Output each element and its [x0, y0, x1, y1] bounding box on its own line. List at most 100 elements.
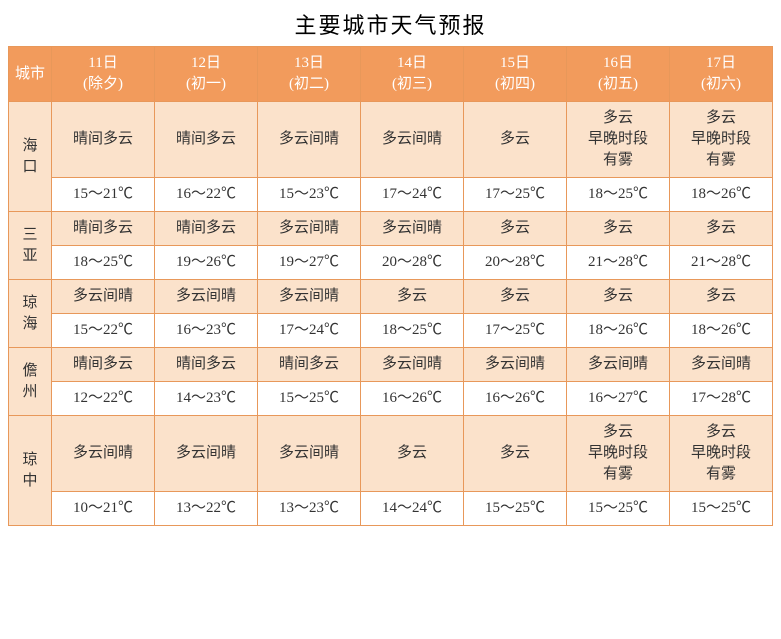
cond-cell: 晴间多云: [52, 212, 155, 246]
table-row: 琼海 多云间晴 多云间晴 多云间晴 多云 多云 多云 多云: [9, 280, 773, 314]
cond-cell: 多云间晴: [670, 348, 773, 382]
temp-cell: 17～24℃: [258, 314, 361, 348]
cond-cell: 晴间多云: [52, 348, 155, 382]
cond-cell: 多云: [361, 280, 464, 314]
header-city: 城市: [9, 47, 52, 102]
temp-cell: 16～23℃: [155, 314, 258, 348]
cond-cell: 多云: [567, 212, 670, 246]
header-day-2: 13日(初二): [258, 47, 361, 102]
header-day-lunar: (初五): [569, 74, 667, 95]
temp-cell: 13～22℃: [155, 492, 258, 526]
header-day-0: 11日(除夕): [52, 47, 155, 102]
cond-cell: 多云间晴: [464, 348, 567, 382]
header-day-5: 16日(初五): [567, 47, 670, 102]
temp-cell: 20～28℃: [361, 246, 464, 280]
table-row: 儋州 晴间多云 晴间多云 晴间多云 多云间晴 多云间晴 多云间晴 多云间晴: [9, 348, 773, 382]
temp-cell: 18～25℃: [567, 178, 670, 212]
header-day-date: 13日: [260, 53, 358, 74]
city-name: 三亚: [9, 212, 52, 280]
table-row: 15～21℃ 16～22℃ 15～23℃ 17～24℃ 17～25℃ 18～25…: [9, 178, 773, 212]
table-row: 18～25℃ 19～26℃ 19～27℃ 20～28℃ 20～28℃ 21～28…: [9, 246, 773, 280]
cond-cell: 多云间晴: [361, 102, 464, 178]
temp-cell: 15～22℃: [52, 314, 155, 348]
table-row: 海口 晴间多云 晴间多云 多云间晴 多云间晴 多云 多云早晚时段有雾 多云早晚时…: [9, 102, 773, 178]
cond-cell: 多云间晴: [258, 416, 361, 492]
header-day-6: 17日(初六): [670, 47, 773, 102]
temp-cell: 21～28℃: [567, 246, 670, 280]
temp-cell: 14～23℃: [155, 382, 258, 416]
cond-cell: 多云间晴: [155, 416, 258, 492]
cond-cell: 多云: [464, 416, 567, 492]
header-day-lunar: (初六): [672, 74, 770, 95]
temp-cell: 12～22℃: [52, 382, 155, 416]
cond-cell: 多云: [567, 280, 670, 314]
temp-cell: 16～26℃: [361, 382, 464, 416]
temp-cell: 16～22℃: [155, 178, 258, 212]
header-row: 城市 11日(除夕) 12日(初一) 13日(初二) 14日(初三) 15日(初…: [9, 47, 773, 102]
cond-cell: 多云间晴: [258, 102, 361, 178]
header-day-lunar: (初一): [157, 74, 255, 95]
table-body: 海口 晴间多云 晴间多云 多云间晴 多云间晴 多云 多云早晚时段有雾 多云早晚时…: [9, 102, 773, 526]
cond-cell: 多云早晚时段有雾: [567, 416, 670, 492]
header-day-date: 15日: [466, 53, 564, 74]
forecast-table: 城市 11日(除夕) 12日(初一) 13日(初二) 14日(初三) 15日(初…: [8, 46, 773, 526]
temp-cell: 18～26℃: [567, 314, 670, 348]
table-row: 10～21℃ 13～22℃ 13～23℃ 14～24℃ 15～25℃ 15～25…: [9, 492, 773, 526]
city-name: 儋州: [9, 348, 52, 416]
cond-cell: 多云间晴: [52, 280, 155, 314]
cond-cell: 多云间晴: [361, 212, 464, 246]
temp-cell: 19～26℃: [155, 246, 258, 280]
cond-cell: 多云间晴: [258, 212, 361, 246]
header-day-1: 12日(初一): [155, 47, 258, 102]
temp-cell: 20～28℃: [464, 246, 567, 280]
table-row: 三亚 晴间多云 晴间多云 多云间晴 多云间晴 多云 多云 多云: [9, 212, 773, 246]
temp-cell: 15～25℃: [258, 382, 361, 416]
temp-cell: 21～28℃: [670, 246, 773, 280]
cond-cell: 多云: [464, 280, 567, 314]
cond-cell: 多云间晴: [567, 348, 670, 382]
cond-cell: 多云: [670, 212, 773, 246]
temp-cell: 19～27℃: [258, 246, 361, 280]
cond-cell: 多云: [361, 416, 464, 492]
temp-cell: 10～21℃: [52, 492, 155, 526]
table-row: 琼中 多云间晴 多云间晴 多云间晴 多云 多云 多云早晚时段有雾 多云早晚时段有…: [9, 416, 773, 492]
cond-cell: 晴间多云: [155, 102, 258, 178]
temp-cell: 13～23℃: [258, 492, 361, 526]
cond-cell: 多云: [670, 280, 773, 314]
cond-cell: 多云早晚时段有雾: [567, 102, 670, 178]
cond-cell: 多云间晴: [361, 348, 464, 382]
header-day-date: 17日: [672, 53, 770, 74]
cond-cell: 多云间晴: [258, 280, 361, 314]
temp-cell: 18～25℃: [52, 246, 155, 280]
temp-cell: 15～25℃: [670, 492, 773, 526]
cond-cell: 多云: [464, 212, 567, 246]
temp-cell: 16～27℃: [567, 382, 670, 416]
temp-cell: 18～25℃: [361, 314, 464, 348]
header-day-lunar: (初三): [363, 74, 461, 95]
header-day-3: 14日(初三): [361, 47, 464, 102]
header-day-lunar: (除夕): [54, 74, 152, 95]
cond-cell: 多云早晚时段有雾: [670, 416, 773, 492]
temp-cell: 17～25℃: [464, 314, 567, 348]
header-day-date: 12日: [157, 53, 255, 74]
header-day-date: 16日: [569, 53, 667, 74]
cond-cell: 多云早晚时段有雾: [670, 102, 773, 178]
cond-cell: 晴间多云: [155, 348, 258, 382]
table-row: 12～22℃ 14～23℃ 15～25℃ 16～26℃ 16～26℃ 16～27…: [9, 382, 773, 416]
temp-cell: 18～26℃: [670, 178, 773, 212]
temp-cell: 15～25℃: [567, 492, 670, 526]
cond-cell: 晴间多云: [52, 102, 155, 178]
cond-cell: 晴间多云: [258, 348, 361, 382]
temp-cell: 17～24℃: [361, 178, 464, 212]
cond-cell: 多云间晴: [52, 416, 155, 492]
table-row: 15～22℃ 16～23℃ 17～24℃ 18～25℃ 17～25℃ 18～26…: [9, 314, 773, 348]
cond-cell: 晴间多云: [155, 212, 258, 246]
temp-cell: 15～21℃: [52, 178, 155, 212]
temp-cell: 18～26℃: [670, 314, 773, 348]
city-name: 海口: [9, 102, 52, 212]
temp-cell: 17～25℃: [464, 178, 567, 212]
cond-cell: 多云: [464, 102, 567, 178]
city-name: 琼中: [9, 416, 52, 526]
header-day-4: 15日(初四): [464, 47, 567, 102]
page-title: 主要城市天气预报: [8, 8, 773, 40]
